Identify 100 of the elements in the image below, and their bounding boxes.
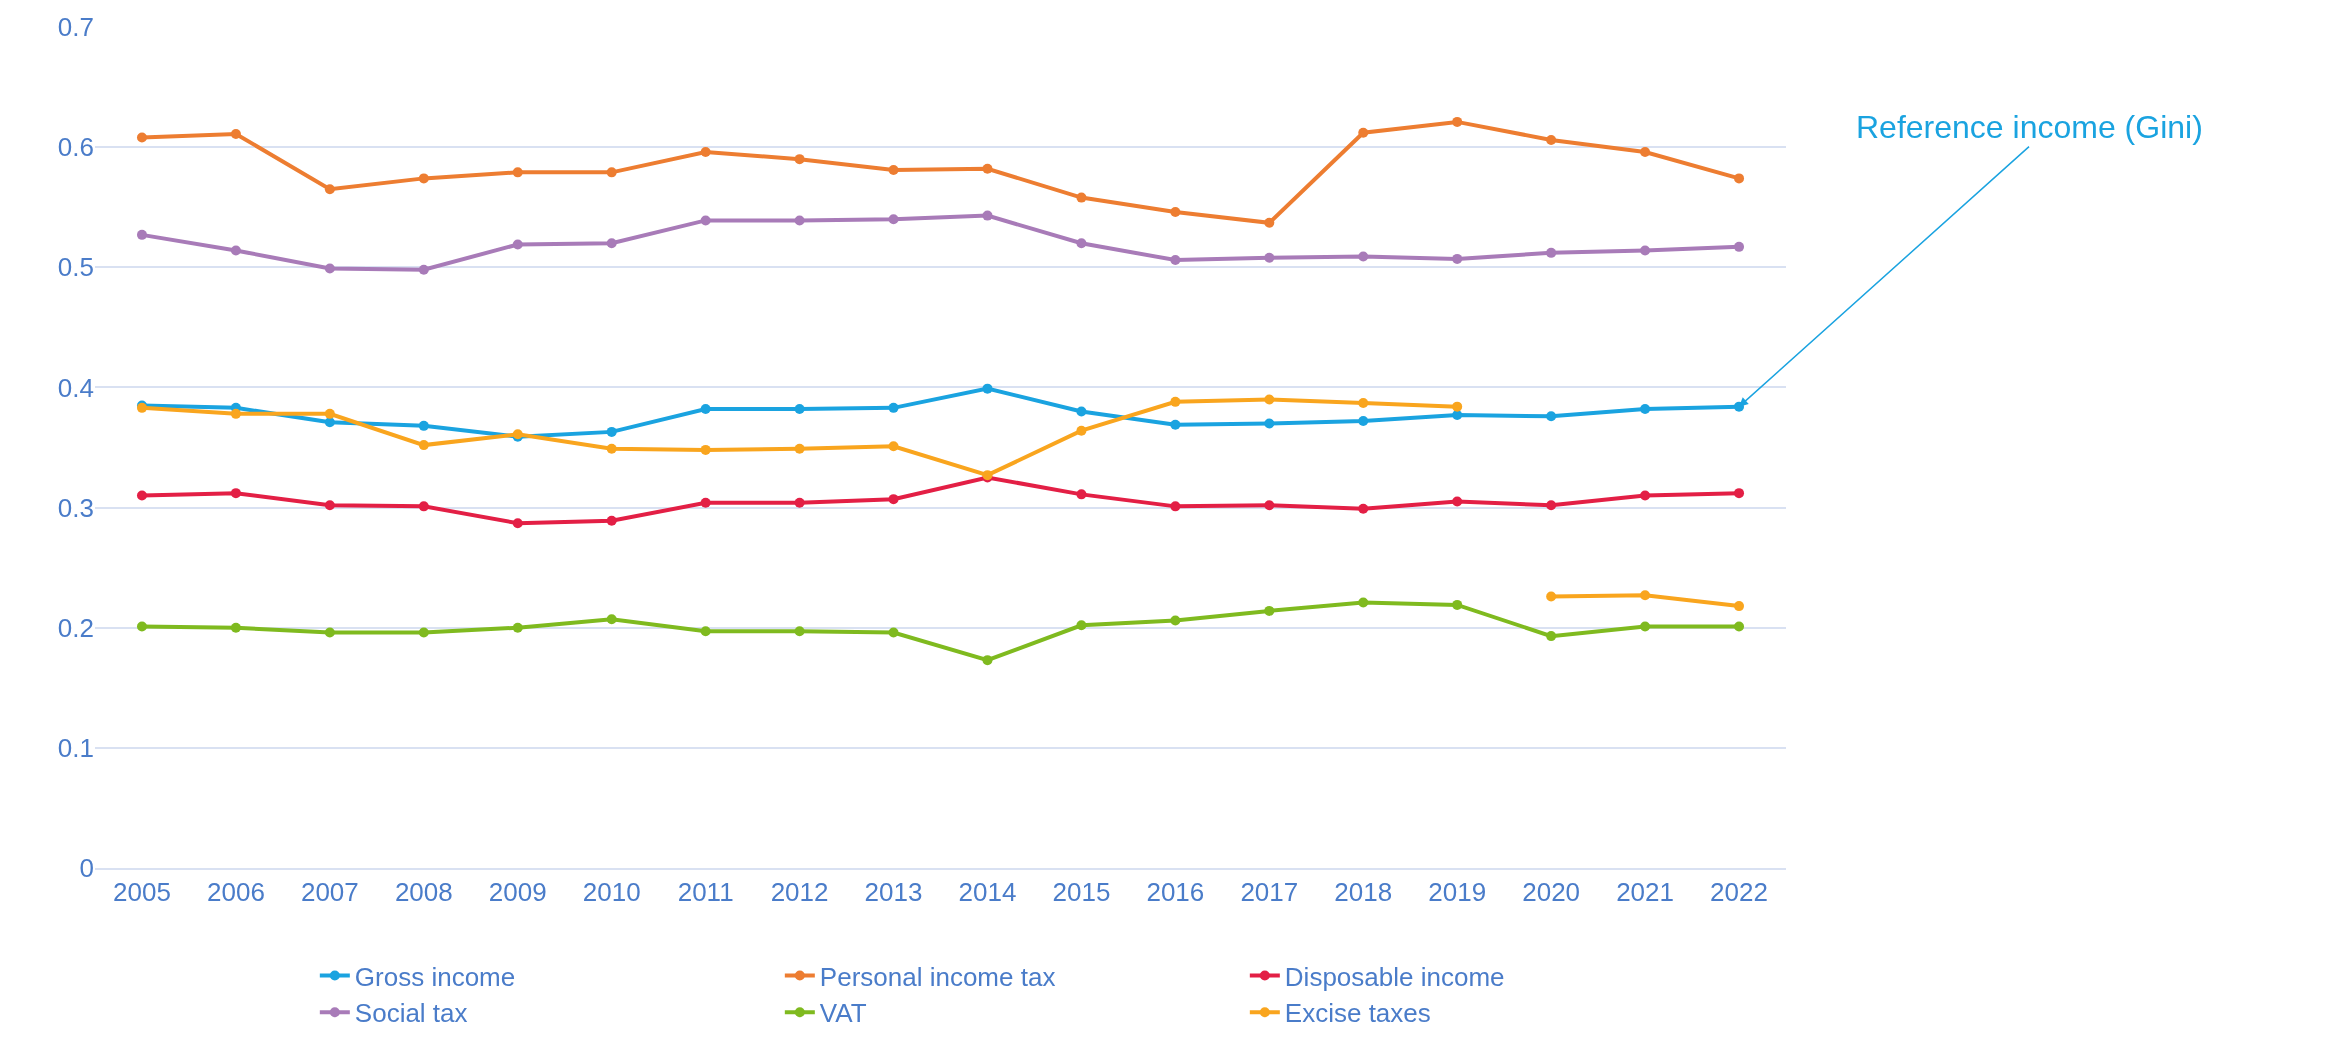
point <box>1170 615 1181 626</box>
point <box>1076 238 1087 249</box>
point <box>1640 404 1651 415</box>
legend-label: Personal income tax <box>819 961 1056 992</box>
point <box>794 215 805 226</box>
x-tick-label: 2017 <box>1240 876 1299 907</box>
point <box>1734 488 1745 499</box>
point <box>230 408 241 419</box>
x-tick-label: 2018 <box>1334 876 1393 907</box>
point <box>794 404 805 415</box>
point <box>1076 406 1087 417</box>
point <box>1264 217 1275 228</box>
point <box>1734 173 1745 184</box>
point <box>1170 419 1181 430</box>
point <box>1170 501 1181 512</box>
point <box>888 214 899 225</box>
point <box>606 443 617 454</box>
point <box>1546 591 1557 602</box>
point <box>418 420 429 431</box>
point <box>1640 621 1651 632</box>
point <box>700 215 711 226</box>
point <box>136 229 147 240</box>
point <box>1546 247 1557 258</box>
legend-label: Excise taxes <box>1284 998 1431 1029</box>
legend-label: VAT <box>819 998 867 1029</box>
point <box>418 264 429 275</box>
point <box>1546 411 1557 422</box>
point <box>1734 241 1745 252</box>
legend-label: Disposable income <box>1284 961 1505 992</box>
x-tick-label: 2011 <box>677 876 734 907</box>
point <box>136 621 147 632</box>
point <box>324 263 335 274</box>
point <box>700 146 711 157</box>
x-tick-label: 2022 <box>1710 876 1768 907</box>
point <box>982 383 993 394</box>
point <box>230 622 241 633</box>
point <box>1640 490 1651 501</box>
point <box>512 622 523 633</box>
point <box>794 626 805 637</box>
point <box>1358 597 1369 608</box>
point <box>606 426 617 437</box>
point <box>982 210 993 221</box>
x-tick-label: 2013 <box>864 876 923 907</box>
x-tick-label: 2005 <box>113 876 171 907</box>
point <box>1264 252 1275 263</box>
point <box>1264 500 1275 511</box>
x-tick-label: 2015 <box>1052 876 1111 907</box>
point <box>1452 116 1463 127</box>
y-tick-label: 0.3 <box>57 492 94 523</box>
point <box>1640 245 1651 256</box>
point <box>700 626 711 637</box>
point <box>1640 146 1651 157</box>
x-tick-label: 2006 <box>207 876 265 907</box>
point <box>1358 398 1369 409</box>
point <box>888 494 899 505</box>
point <box>888 164 899 175</box>
point <box>1358 503 1369 514</box>
legend-label: Gross income <box>354 961 516 992</box>
x-tick-label: 2009 <box>488 876 547 907</box>
x-tick-label: 2020 <box>1522 876 1581 907</box>
point <box>700 404 711 415</box>
point <box>1264 418 1275 429</box>
y-tick-label: 0.6 <box>57 132 94 163</box>
x-tick-label: 2014 <box>958 876 1017 907</box>
point <box>324 500 335 511</box>
point <box>1358 416 1369 427</box>
point <box>606 614 617 625</box>
point <box>888 627 899 638</box>
point <box>230 245 241 256</box>
x-tick-label: 2021 <box>1616 876 1674 907</box>
point <box>512 518 523 529</box>
y-tick-label: 0.4 <box>57 372 94 403</box>
point <box>418 440 429 451</box>
point <box>794 443 805 454</box>
point <box>1734 621 1745 632</box>
point <box>230 488 241 499</box>
point <box>794 154 805 165</box>
point <box>982 655 993 666</box>
point <box>888 441 899 452</box>
legend-label: Social tax <box>354 998 468 1029</box>
y-tick-label: 0.7 <box>57 12 94 43</box>
point <box>324 627 335 638</box>
y-tick-label: 0 <box>79 853 94 884</box>
point <box>1546 134 1557 145</box>
point <box>1076 425 1087 436</box>
point <box>1170 396 1181 407</box>
point <box>794 497 805 508</box>
point <box>418 627 429 638</box>
point <box>1452 401 1463 412</box>
point <box>1452 410 1463 421</box>
point <box>1358 251 1369 262</box>
point <box>324 184 335 195</box>
point <box>700 444 711 455</box>
point <box>136 132 147 143</box>
point <box>1546 500 1557 511</box>
point <box>1734 601 1745 612</box>
point <box>1076 620 1087 631</box>
annotation: Reference income (Gini) <box>1856 109 2203 145</box>
point <box>1452 599 1463 610</box>
x-tick-label: 2010 <box>582 876 641 907</box>
